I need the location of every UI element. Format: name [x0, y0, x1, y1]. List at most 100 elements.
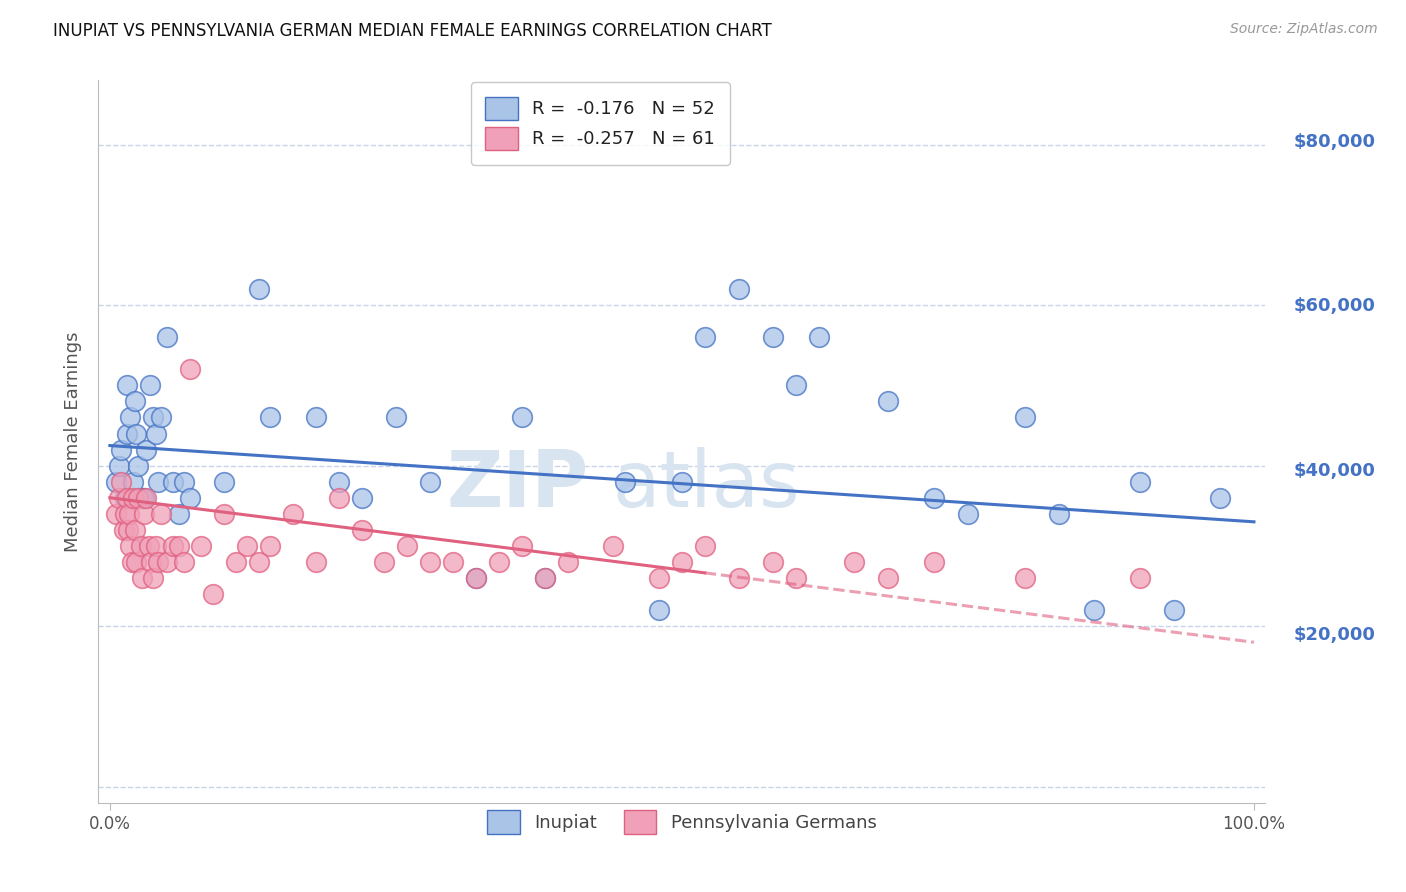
Point: [125, 555, 148, 569]
Point: [121, 555, 143, 569]
Point: [259, 410, 281, 425]
Point: [115, 491, 138, 505]
Point: [179, 362, 201, 376]
Point: [557, 555, 579, 569]
Point: [419, 475, 441, 489]
Point: [135, 442, 157, 457]
Point: [1128, 571, 1150, 585]
Point: [247, 282, 270, 296]
Point: [510, 410, 533, 425]
Point: [145, 426, 167, 441]
Point: [236, 539, 259, 553]
Point: [124, 523, 146, 537]
Point: [190, 539, 212, 553]
Point: [112, 523, 135, 537]
Point: [728, 571, 751, 585]
Point: [328, 475, 350, 489]
Text: atlas: atlas: [612, 447, 800, 523]
Point: [1208, 491, 1230, 505]
Point: [179, 491, 201, 505]
Point: [648, 571, 671, 585]
Point: [1083, 603, 1105, 617]
Point: [110, 442, 132, 457]
Point: [145, 539, 167, 553]
Point: [110, 475, 132, 489]
Point: [465, 571, 488, 585]
Point: [131, 491, 153, 505]
Legend: Inupiat, Pennsylvania Germans: Inupiat, Pennsylvania Germans: [479, 803, 884, 841]
Point: [510, 539, 533, 553]
Point: [305, 410, 328, 425]
Point: [419, 555, 441, 569]
Point: [150, 507, 173, 521]
Point: [1014, 410, 1036, 425]
Point: [305, 555, 328, 569]
Point: [214, 507, 236, 521]
Point: [104, 475, 127, 489]
Point: [156, 555, 179, 569]
Point: [648, 603, 671, 617]
Point: [613, 475, 636, 489]
Point: [150, 410, 173, 425]
Point: [135, 491, 157, 505]
Point: [173, 555, 195, 569]
Point: [671, 555, 693, 569]
Point: [259, 539, 281, 553]
Point: [146, 555, 169, 569]
Point: [762, 330, 785, 344]
Point: [127, 458, 149, 473]
Point: [693, 539, 716, 553]
Point: [162, 539, 184, 553]
Point: [108, 458, 131, 473]
Point: [201, 587, 224, 601]
Point: [842, 555, 865, 569]
Point: [785, 378, 807, 392]
Point: [671, 475, 693, 489]
Text: $40,000: $40,000: [1294, 462, 1375, 480]
Point: [225, 555, 247, 569]
Point: [385, 410, 408, 425]
Point: [120, 539, 142, 553]
Point: [142, 571, 165, 585]
Point: [922, 555, 945, 569]
Point: [167, 507, 190, 521]
Point: [139, 378, 162, 392]
Point: [115, 378, 138, 392]
Point: [115, 426, 138, 441]
Point: [281, 507, 304, 521]
Point: [124, 394, 146, 409]
Point: [118, 507, 141, 521]
Point: [533, 571, 555, 585]
Point: [441, 555, 464, 569]
Point: [808, 330, 831, 344]
Point: [728, 282, 751, 296]
Point: [956, 507, 979, 521]
Text: INUPIAT VS PENNSYLVANIA GERMAN MEDIAN FEMALE EARNINGS CORRELATION CHART: INUPIAT VS PENNSYLVANIA GERMAN MEDIAN FE…: [53, 22, 772, 40]
Point: [693, 330, 716, 344]
Point: [785, 571, 807, 585]
Point: [138, 539, 160, 553]
Point: [108, 491, 131, 505]
Text: $20,000: $20,000: [1294, 626, 1375, 644]
Text: $80,000: $80,000: [1294, 133, 1375, 151]
Point: [104, 507, 127, 521]
Point: [762, 555, 785, 569]
Point: [396, 539, 419, 553]
Point: [162, 475, 184, 489]
Point: [127, 491, 149, 505]
Point: [1049, 507, 1071, 521]
Point: [156, 330, 179, 344]
Point: [121, 491, 143, 505]
Text: ZIP: ZIP: [446, 447, 589, 523]
Point: [146, 475, 169, 489]
Point: [328, 491, 350, 505]
Point: [117, 523, 139, 537]
Point: [121, 475, 143, 489]
Point: [876, 394, 898, 409]
Point: [125, 426, 148, 441]
Point: [134, 491, 156, 505]
Point: [214, 475, 236, 489]
Point: [876, 571, 898, 585]
Y-axis label: Median Female Earnings: Median Female Earnings: [65, 331, 83, 552]
Point: [139, 555, 162, 569]
